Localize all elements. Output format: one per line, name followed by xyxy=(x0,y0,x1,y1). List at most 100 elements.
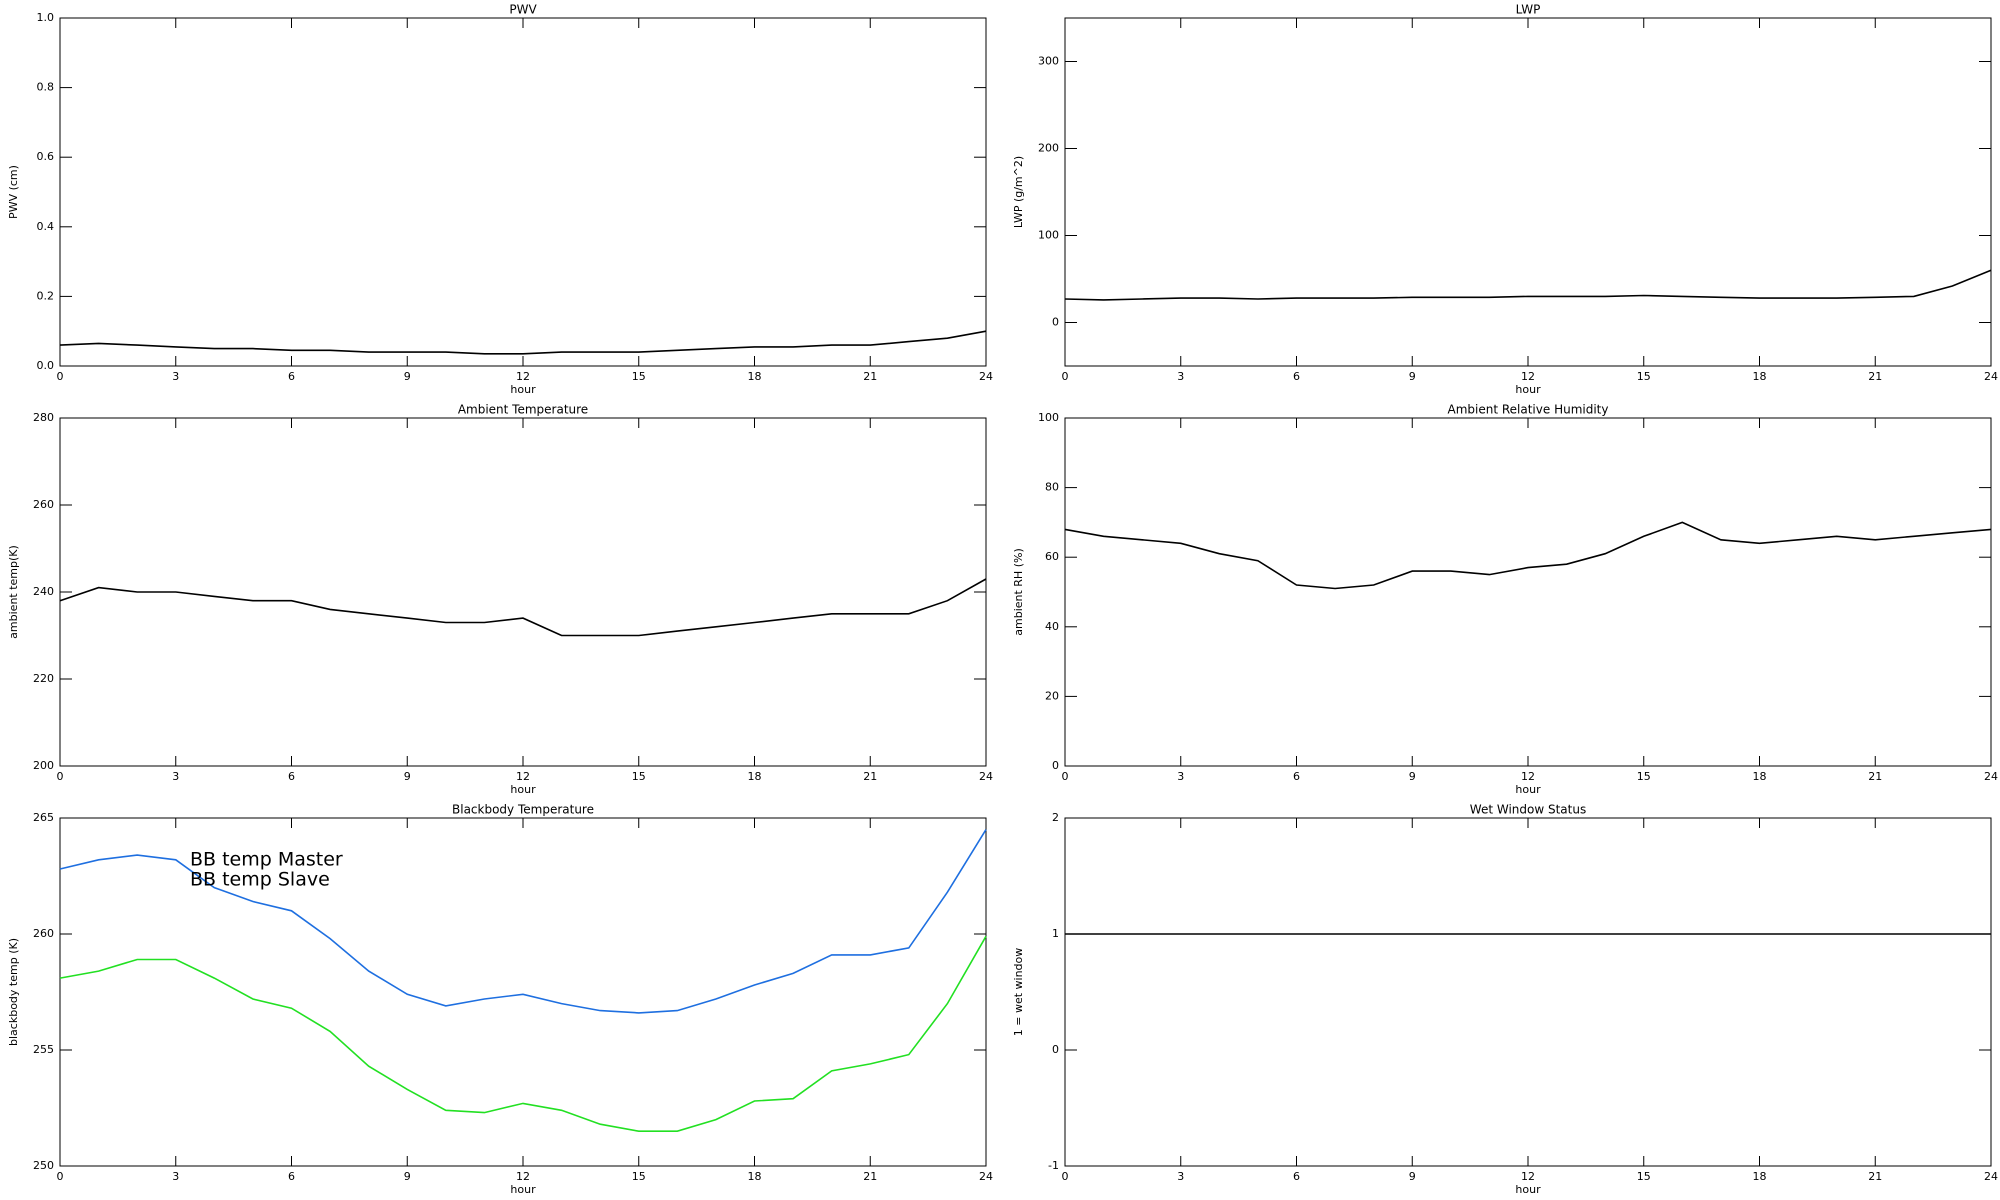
x-tick-label: 12 xyxy=(516,370,530,383)
x-tick-label: 0 xyxy=(1062,1170,1069,1183)
y-axis-label: LWP (g/m^2) xyxy=(1012,156,1025,228)
y-tick-label: 260 xyxy=(33,927,54,940)
x-tick-label: 15 xyxy=(1637,370,1651,383)
legend-entry: BB temp Slave xyxy=(190,869,330,891)
data-line xyxy=(59,330,987,355)
x-tick-label: 12 xyxy=(1521,1170,1535,1183)
x-tick-label: 9 xyxy=(404,370,411,383)
y-tick-label: 1.0 xyxy=(37,11,55,24)
x-tick-label: 12 xyxy=(1521,770,1535,783)
y-tick-label: 100 xyxy=(1038,229,1059,242)
x-tick-label: 18 xyxy=(748,1170,762,1183)
x-axis-label: hour xyxy=(1515,383,1541,396)
data-line xyxy=(59,935,987,1132)
x-tick-label: 9 xyxy=(1409,770,1416,783)
x-tick-label: 18 xyxy=(1753,370,1767,383)
x-tick-label: 9 xyxy=(1409,370,1416,383)
x-tick-label: 24 xyxy=(979,1170,993,1183)
y-tick-label: 100 xyxy=(1038,411,1059,424)
x-axis-label: hour xyxy=(510,783,536,796)
x-tick-label: 15 xyxy=(1637,1170,1651,1183)
x-tick-label: 18 xyxy=(748,370,762,383)
y-tick-label: 240 xyxy=(33,585,54,598)
x-tick-label: 3 xyxy=(172,770,179,783)
y-tick-label: 60 xyxy=(1045,550,1059,563)
x-tick-label: 3 xyxy=(172,370,179,383)
x-tick-label: 3 xyxy=(1177,1170,1184,1183)
y-tick-label: 220 xyxy=(33,672,54,685)
x-tick-label: 6 xyxy=(1293,1170,1300,1183)
y-tick-label: 20 xyxy=(1045,689,1059,702)
x-tick-label: 21 xyxy=(863,1170,877,1183)
x-tick-label: 0 xyxy=(1062,370,1069,383)
data-line xyxy=(1064,521,1992,590)
y-tick-label: 255 xyxy=(33,1043,54,1056)
x-tick-label: 21 xyxy=(1868,370,1882,383)
x-tick-label: 12 xyxy=(516,770,530,783)
x-tick-label: 0 xyxy=(1062,770,1069,783)
y-axis-label: ambient RH (%) xyxy=(1012,548,1025,636)
x-tick-label: 18 xyxy=(748,770,762,783)
x-tick-label: 9 xyxy=(404,770,411,783)
x-tick-label: 12 xyxy=(516,1170,530,1183)
y-tick-label: 0.2 xyxy=(37,289,55,302)
x-tick-label: 6 xyxy=(288,1170,295,1183)
x-tick-label: 18 xyxy=(1753,1170,1767,1183)
x-tick-label: 15 xyxy=(1637,770,1651,783)
x-tick-label: 21 xyxy=(1868,770,1882,783)
y-tick-label: 2 xyxy=(1052,811,1059,824)
chart-title: LWP xyxy=(1516,3,1541,17)
data-line xyxy=(59,829,987,1014)
x-tick-label: 24 xyxy=(1984,1170,1998,1183)
x-tick-label: 18 xyxy=(1753,770,1767,783)
y-tick-label: 250 xyxy=(33,1159,54,1172)
y-tick-label: 80 xyxy=(1045,481,1059,494)
y-axis-label: 1 = wet window xyxy=(1012,948,1025,1037)
plot-frame xyxy=(1064,817,1992,1167)
x-axis-label: hour xyxy=(1515,783,1541,796)
chart-title: Ambient Relative Humidity xyxy=(1448,403,1609,417)
x-axis-label: hour xyxy=(510,1183,536,1196)
x-tick-label: 15 xyxy=(632,770,646,783)
plot-frame xyxy=(59,17,987,367)
y-tick-label: 0.8 xyxy=(37,81,55,94)
y-axis-label: PWV (cm) xyxy=(7,165,20,219)
chart-title: Blackbody Temperature xyxy=(452,803,594,817)
x-tick-label: 6 xyxy=(288,770,295,783)
y-tick-label: 0 xyxy=(1052,759,1059,772)
y-tick-label: 40 xyxy=(1045,620,1059,633)
x-tick-label: 6 xyxy=(288,370,295,383)
x-axis-label: hour xyxy=(510,383,536,396)
x-tick-label: 24 xyxy=(979,770,993,783)
y-tick-label: 0.0 xyxy=(37,359,55,372)
plot-frame xyxy=(59,417,987,767)
y-tick-label: 0.6 xyxy=(37,150,55,163)
x-tick-label: 0 xyxy=(57,370,64,383)
y-tick-label: 1 xyxy=(1052,927,1059,940)
x-tick-label: 21 xyxy=(863,770,877,783)
data-line xyxy=(59,578,987,637)
y-tick-label: 0 xyxy=(1052,316,1059,329)
y-tick-label: 280 xyxy=(33,411,54,424)
x-tick-label: 24 xyxy=(1984,770,1998,783)
x-tick-label: 15 xyxy=(632,370,646,383)
chart-title: Ambient Temperature xyxy=(458,403,588,417)
y-tick-label: 260 xyxy=(33,498,54,511)
x-tick-label: 12 xyxy=(1521,370,1535,383)
y-tick-label: 0 xyxy=(1052,1043,1059,1056)
y-axis-label: ambient temp(K) xyxy=(7,545,20,639)
x-tick-label: 9 xyxy=(404,1170,411,1183)
chart-title: PWV xyxy=(509,3,537,17)
y-tick-label: 300 xyxy=(1038,55,1059,68)
x-tick-label: 21 xyxy=(863,370,877,383)
y-tick-label: -1 xyxy=(1048,1159,1059,1172)
y-axis-label: blackbody temp (K) xyxy=(7,938,20,1046)
x-tick-label: 24 xyxy=(979,370,993,383)
y-tick-label: 200 xyxy=(33,759,54,772)
legend-entry: BB temp Master xyxy=(190,849,343,871)
x-axis-label: hour xyxy=(1515,1183,1541,1196)
x-tick-label: 15 xyxy=(632,1170,646,1183)
y-tick-label: 0.4 xyxy=(37,220,55,233)
x-tick-label: 6 xyxy=(1293,770,1300,783)
